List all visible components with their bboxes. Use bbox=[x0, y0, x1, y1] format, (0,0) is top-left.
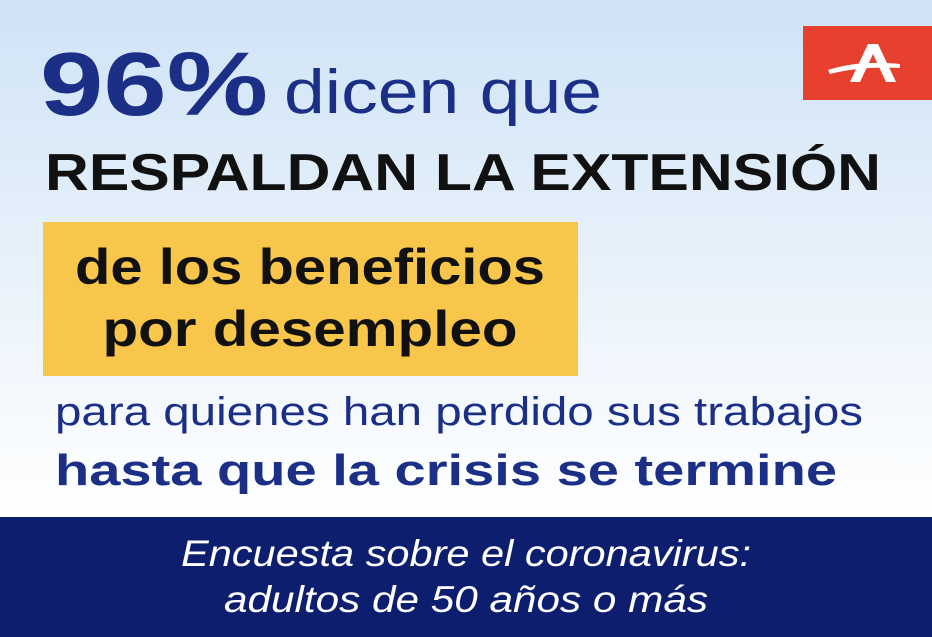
highlight-line: de los beneficios bbox=[75, 239, 545, 295]
highlight-box bbox=[43, 222, 578, 376]
footer-line: adultos de 50 años o más bbox=[224, 579, 708, 620]
percent: 96% bbox=[40, 35, 268, 135]
body-line: hasta que la crisis se termine bbox=[55, 446, 837, 495]
logo-icon bbox=[828, 44, 900, 82]
headline: RESPALDAN LA EXTENSIÓN bbox=[45, 144, 881, 202]
footer-line: Encuesta sobre el coronavirus: bbox=[181, 533, 751, 574]
highlight-line: por desempleo bbox=[103, 301, 518, 357]
body-line: para quienes han perdido sus trabajos bbox=[55, 390, 863, 434]
footer-band bbox=[0, 517, 932, 637]
lead: dicen que bbox=[284, 58, 602, 127]
